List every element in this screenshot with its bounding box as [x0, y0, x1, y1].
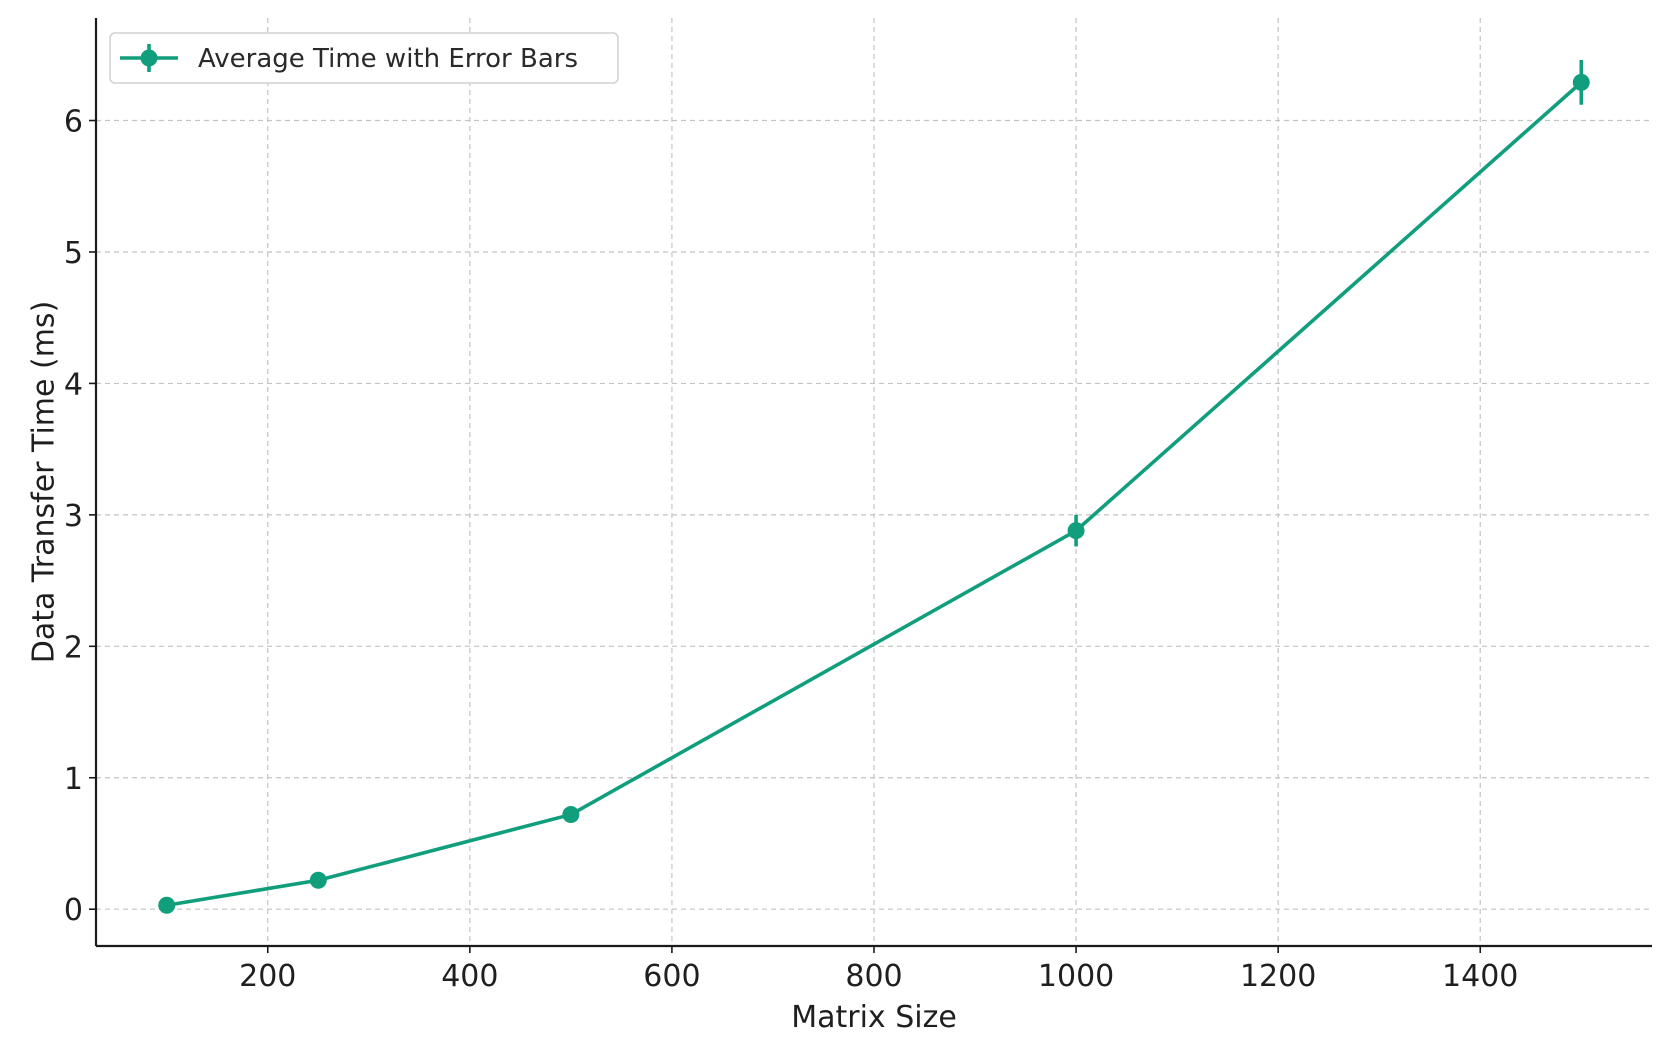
- x-axis-label: Matrix Size: [791, 1000, 957, 1035]
- y-tick-label: 1: [64, 762, 83, 797]
- x-tick-label: 200: [239, 959, 296, 994]
- y-axis-label: Data Transfer Time (ms): [27, 301, 62, 664]
- legend-marker-swatch: [140, 49, 158, 67]
- legend-label: Average Time with Error Bars: [198, 44, 578, 74]
- legend-box: [109, 32, 619, 84]
- y-tick-label: 4: [64, 367, 83, 402]
- y-tick-label: 0: [64, 893, 83, 928]
- series-line: [166, 81, 1583, 908]
- x-tick-label: 1200: [1240, 959, 1316, 994]
- x-tick-label: 800: [845, 959, 902, 994]
- y-tick-label: 3: [64, 499, 83, 534]
- x-axis-ticks: 200 400 600 800 1000 1200 1400: [239, 946, 1518, 994]
- y-tick-label: 6: [64, 105, 83, 140]
- x-tick-label: 400: [441, 959, 498, 994]
- data-point: [309, 871, 327, 889]
- y-axis-ticks: 0 1 2 3 4 5 6: [64, 105, 96, 928]
- data-point: [562, 806, 580, 824]
- x-tick-label: 1400: [1442, 959, 1518, 994]
- y-tick-label: 5: [64, 236, 83, 271]
- data-point: [1572, 73, 1590, 91]
- series-layer: [158, 60, 1590, 914]
- legend: Average Time with Error Bars: [109, 32, 619, 84]
- grid-lines: [96, 18, 1652, 946]
- data-point: [158, 896, 176, 914]
- data-point: [1067, 522, 1085, 540]
- x-tick-label: 1000: [1038, 959, 1114, 994]
- x-tick-label: 600: [643, 959, 700, 994]
- y-tick-label: 2: [64, 630, 83, 665]
